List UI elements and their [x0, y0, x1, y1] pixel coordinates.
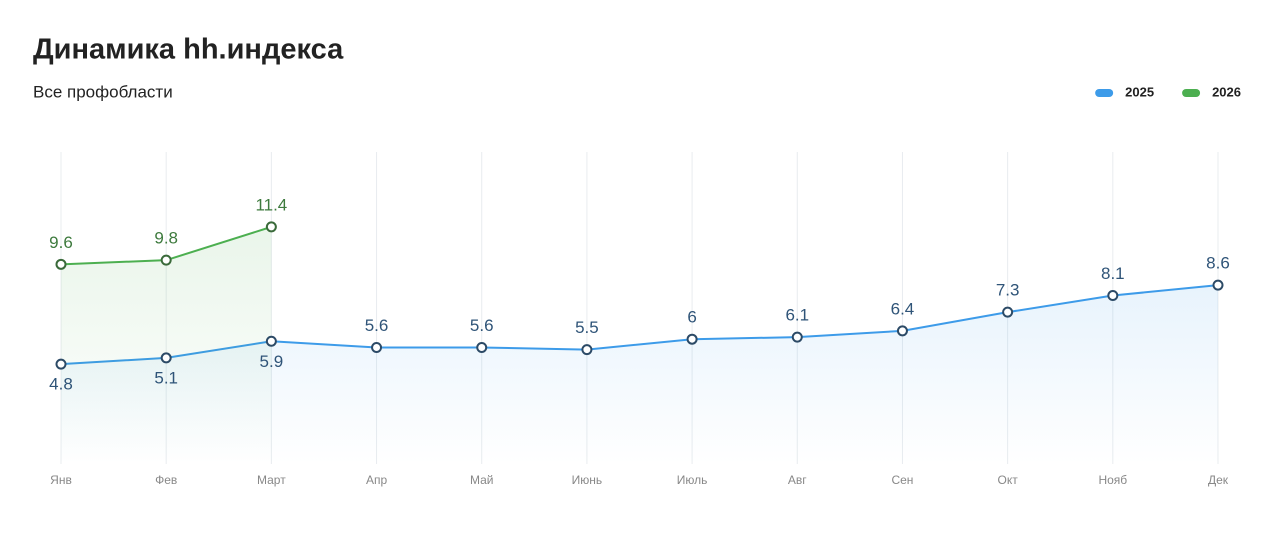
data-label: 5.1: [154, 368, 178, 387]
chart-title: Динамика hh.индекса: [33, 34, 344, 66]
data-point: [791, 331, 803, 343]
data-label: 6.1: [785, 306, 809, 325]
data-label: 9.6: [49, 233, 73, 252]
data-label: 11.4: [255, 195, 287, 214]
data-point: [55, 358, 67, 370]
x-tick-label: Янв: [50, 473, 72, 487]
x-tick-label: Сен: [891, 473, 913, 487]
data-point: [686, 333, 698, 345]
legend-label: 2025: [1125, 84, 1154, 99]
data-label: 8.1: [1101, 264, 1125, 283]
x-tick-label: Апр: [366, 473, 388, 487]
x-tick-label: Дек: [1208, 473, 1229, 487]
data-label: 4.8: [49, 375, 73, 394]
data-label: 5.6: [470, 316, 494, 335]
x-tick-label: Март: [257, 473, 286, 487]
data-label: 5.9: [260, 352, 284, 371]
data-point: [265, 335, 277, 347]
chart-subtitle: Все профобласти: [33, 82, 173, 101]
x-tick-label: Июнь: [572, 473, 603, 487]
x-tick-label: Авг: [788, 473, 807, 487]
data-point: [1107, 290, 1119, 302]
area-fill: [61, 226, 272, 464]
x-tick-label: Май: [470, 473, 494, 487]
data-point: [476, 342, 488, 354]
data-label: 6.4: [891, 299, 915, 318]
legend-swatch: [1182, 89, 1201, 97]
data-point: [371, 342, 383, 354]
data-label: 9.8: [154, 229, 178, 248]
data-label: 7.3: [996, 281, 1020, 300]
legend-swatch: [1095, 89, 1114, 97]
legend-label: 2026: [1212, 84, 1241, 99]
x-tick-label: Фев: [155, 473, 177, 487]
x-tick-label: Окт: [998, 473, 1019, 487]
x-tick-label: Июль: [677, 473, 708, 487]
data-point: [1002, 306, 1014, 318]
data-point: [160, 352, 172, 364]
data-point: [896, 325, 908, 337]
data-point: [265, 221, 277, 233]
data-label: 8.6: [1206, 254, 1230, 273]
data-point: [160, 254, 172, 266]
data-label: 5.6: [365, 316, 389, 335]
area-fill: [61, 285, 1218, 464]
data-point: [581, 344, 593, 356]
x-tick-label: Нояб: [1098, 473, 1127, 487]
data-point: [1212, 279, 1224, 291]
data-label: 5.5: [575, 318, 599, 337]
data-point: [55, 258, 67, 270]
data-label: 6: [687, 308, 696, 327]
